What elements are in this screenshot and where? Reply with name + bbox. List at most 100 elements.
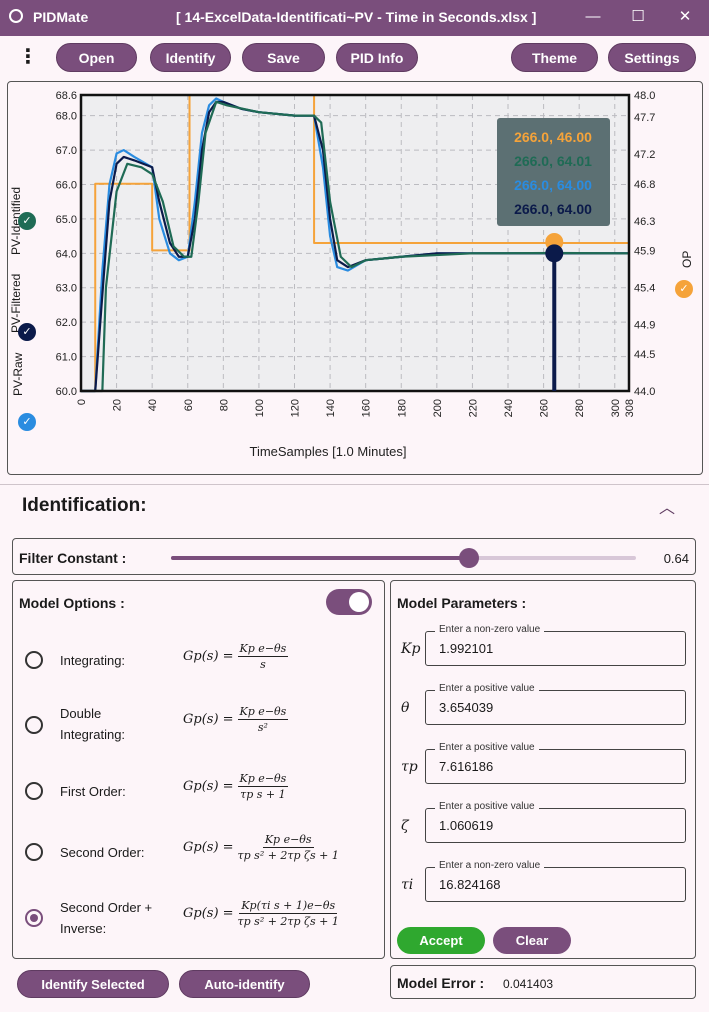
check-circle-icon[interactable]: ✓	[18, 212, 36, 230]
option-first-order[interactable]: First Order: Gp(s) = Kp e−θs τp s + 1	[13, 766, 384, 816]
option-label: Integrating:	[60, 727, 126, 742]
tau-p-input[interactable]: 7.616186	[425, 749, 686, 784]
more-vertical-icon[interactable]: ⋮	[18, 46, 38, 68]
identify-button[interactable]: Identify	[150, 43, 231, 72]
maximize-button[interactable]: ☐	[631, 8, 645, 25]
chart-plot[interactable]: 0 20 40 60 80 100 120 140 160 180 200 220 240 260 280 3…	[8, 82, 702, 474]
formula-denominator: s²	[257, 721, 268, 734]
app-icon	[9, 9, 23, 23]
formula-double-integrating: Gp(s) = Kp e−θs s²	[183, 705, 289, 734]
formula-numerator: Kp e−θs	[237, 772, 289, 787]
radio-double-integrating[interactable]	[25, 716, 43, 734]
param-hint: Enter a positive value	[435, 742, 539, 753]
option-double-integrating[interactable]: Double Integrating: Gp(s) = Kp e−θs s²	[13, 699, 384, 749]
tooltip-value: 266.0, 46.00	[514, 129, 592, 145]
option-label: First Order:	[60, 784, 126, 799]
formula-numerator: Kp e−θs	[237, 642, 289, 657]
minimize-button[interactable]: —	[585, 8, 601, 25]
x-tick-label: 260	[539, 399, 551, 417]
formula-numerator: Kp(τi s + 1)e−θs	[239, 899, 338, 914]
filter-constant-label: Filter Constant :	[19, 550, 127, 566]
check-circle-icon[interactable]: ✓	[18, 413, 36, 431]
theta-input[interactable]: 3.654039	[425, 690, 686, 725]
theme-button[interactable]: Theme	[511, 43, 598, 72]
kp-input[interactable]: 1.992101	[425, 631, 686, 666]
formula-numerator: Kp e−θs	[262, 833, 314, 848]
filter-constant-slider[interactable]	[171, 548, 636, 568]
param-symbol: θ	[401, 700, 410, 716]
formula-fraction: Kp e−θs τp s + 1	[237, 772, 289, 801]
y2-tick-label: 47.7	[634, 112, 655, 124]
accept-button[interactable]: Accept	[397, 927, 485, 954]
formula-lhs: Gp(s) =	[183, 906, 234, 921]
param-hint: Enter a non-zero value	[435, 860, 545, 871]
close-button[interactable]: ✕	[678, 8, 692, 25]
param-symbol: τp	[401, 759, 418, 775]
option-second-order[interactable]: Second Order: Gp(s) = Kp e−θs τp s² + 2τp…	[13, 827, 384, 877]
pid-info-button[interactable]: PID Info	[336, 43, 418, 72]
series-pv-identified-line	[81, 100, 630, 393]
auto-identify-button[interactable]: Auto-identify	[179, 970, 310, 998]
model-options-panel: Model Options : Integrating: Gp(s) = Kp …	[12, 580, 385, 959]
open-button[interactable]: Open	[56, 43, 137, 72]
formula-second-order-inverse: Gp(s) = Kp(τi s + 1)e−θs τp s² + 2τp ζs +…	[183, 899, 339, 928]
x-tick-label: 300	[610, 399, 622, 417]
param-hint: Enter a non-zero value	[435, 624, 545, 635]
model-parameters-title: Model Parameters :	[397, 595, 527, 611]
chevron-up-icon[interactable]: ︿	[659, 500, 676, 517]
option-label: Second Order +	[60, 900, 153, 915]
tau-i-input[interactable]: 16.824168	[425, 867, 686, 902]
slider-thumb[interactable]	[458, 548, 479, 568]
formula-fraction: Kp e−θs s²	[237, 705, 289, 734]
x-tick-label: 20	[112, 399, 124, 411]
option-integrating[interactable]: Integrating: Gp(s) = Kp e−θs s	[13, 636, 384, 686]
param-symbol: τi	[401, 877, 414, 893]
y2-tick-label: 46.3	[634, 216, 655, 228]
check-circle-icon[interactable]: ✓	[18, 323, 36, 341]
window-title: [ 14-ExcelData-Identificati~PV - Time in…	[176, 9, 537, 25]
x-tick-label: 40	[147, 399, 159, 411]
model-options-toggle[interactable]	[326, 589, 372, 615]
slider-fill	[171, 556, 469, 560]
clear-button[interactable]: Clear	[493, 927, 571, 954]
y2-tick-label: 44.9	[634, 319, 655, 331]
y2-tick-label: 47.2	[634, 149, 655, 161]
app-name: PIDMate	[33, 9, 89, 25]
radio-integrating[interactable]	[25, 651, 43, 669]
model-error-panel: Model Error : 0.041403	[390, 965, 696, 999]
filter-constant-value: 0.64	[663, 551, 689, 566]
radio-second-order[interactable]	[25, 843, 43, 861]
settings-button[interactable]: Settings	[608, 43, 696, 72]
x-tick-label: 280	[574, 399, 586, 417]
x-tick-label: 160	[361, 399, 373, 417]
formula-denominator: s	[260, 658, 266, 671]
x-tick-label: 120	[290, 399, 302, 417]
check-circle-icon[interactable]: ✓	[675, 280, 693, 298]
filter-constant-panel: Filter Constant : 0.64	[12, 538, 696, 575]
model-error-label: Model Error :	[397, 975, 485, 991]
chart-panel: PV-Identified ✓ PV-Filtered ✓ PV-Raw ✓ O…	[7, 81, 703, 475]
x-tick-label: 180	[396, 399, 408, 417]
formula-integrating: Gp(s) = Kp e−θs s	[183, 642, 289, 671]
title-bar: PIDMate [ 14-ExcelData-Identificati~PV -…	[0, 0, 709, 36]
tooltip-value: 266.0, 64.01	[514, 153, 592, 169]
y2-tick-label: 45.4	[634, 282, 655, 294]
y-tick-label: 63.0	[56, 283, 77, 295]
x-axis-label: TimeSamples [1.0 Minutes]	[249, 444, 406, 459]
identify-selected-button[interactable]: Identify Selected	[17, 970, 169, 998]
formula-second-order: Gp(s) = Kp e−θs τp s² + 2τp ζs + 1	[183, 833, 339, 862]
toggle-knob	[349, 592, 369, 612]
series-op-line	[81, 94, 629, 392]
option-label: Inverse:	[60, 921, 107, 936]
formula-first-order: Gp(s) = Kp e−θs τp s + 1	[183, 772, 289, 801]
save-button[interactable]: Save	[242, 43, 325, 72]
param-hint: Enter a positive value	[435, 683, 539, 694]
option-second-order-inverse[interactable]: Second Order + Inverse: Gp(s) = Kp(τi s …	[13, 893, 384, 943]
radio-second-order-inverse[interactable]	[25, 909, 43, 927]
radio-first-order[interactable]	[25, 782, 43, 800]
y2-tick-label: 44.0	[634, 386, 655, 398]
y-tick-label: 67.0	[56, 145, 77, 157]
x-tick-label: 200	[432, 399, 444, 417]
zeta-input[interactable]: 1.060619	[425, 808, 686, 843]
param-symbol: ζ	[401, 818, 409, 834]
